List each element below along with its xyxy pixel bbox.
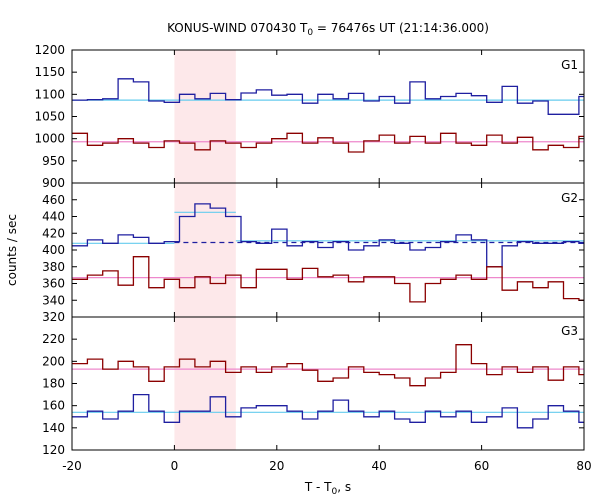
g2-y-tick-label: 380 — [42, 260, 65, 274]
chart-title-subscript: 0 — [307, 28, 313, 38]
g3-y-tick-label: 220 — [42, 332, 65, 346]
g3-y-tick-label: 140 — [42, 421, 65, 435]
highlight-layer — [174, 50, 236, 450]
x-axis-label-rest: , s — [337, 480, 351, 494]
g1-y-tick-label: 1100 — [34, 87, 65, 101]
g1-y-tick-label: 1150 — [34, 65, 65, 79]
x-tick-label: 60 — [474, 459, 489, 473]
x-tick-label: 0 — [171, 459, 179, 473]
g2-low-count-rate-series — [72, 256, 584, 303]
g2-y-tick-label: 440 — [42, 210, 65, 224]
burst-interval-highlight — [174, 50, 236, 450]
chart-title-main: KONUS-WIND 070430 T — [167, 21, 308, 35]
g3-y-tick-label: 180 — [42, 377, 65, 391]
g2-y-tick-label: 340 — [42, 293, 65, 307]
x-axis-label-subscript: 0 — [332, 487, 338, 497]
chart-title-rest: = 76476s UT (21:14:36.000) — [313, 21, 489, 35]
g3-high-count-rate-series — [72, 393, 584, 429]
g2-y-tick-label: 400 — [42, 243, 65, 257]
x-tick-label: 80 — [576, 459, 591, 473]
y-axis-label: counts / sec — [5, 214, 19, 286]
ticks-layer: 9009501000105011001150120032034036038040… — [34, 43, 591, 473]
x-axis-label: T - T0, s — [304, 480, 351, 497]
g2-y-tick-label: 420 — [42, 226, 65, 240]
g3-y-tick-label: 120 — [42, 443, 65, 457]
panel-label-g1: G1 — [561, 58, 578, 72]
g1-panel-frame — [71, 49, 585, 184]
g3-panel-frame — [71, 316, 585, 451]
panel-label-g2: G2 — [561, 191, 578, 205]
x-axis-label-main: T - T — [304, 480, 332, 494]
panel-label-g3: G3 — [561, 324, 578, 338]
g3-y-tick-label: 160 — [42, 399, 65, 413]
g3-low-count-rate-series — [72, 344, 584, 387]
g1-high-count-rate-series — [72, 78, 584, 115]
g1-y-tick-label: 900 — [42, 176, 65, 190]
g1-y-tick-label: 1050 — [34, 110, 65, 124]
g2-y-tick-label: 320 — [42, 310, 65, 324]
g2-panel-frame — [71, 182, 585, 318]
g1-y-tick-label: 1200 — [34, 43, 65, 57]
x-tick-label: 40 — [372, 459, 387, 473]
x-tick-label: -20 — [62, 459, 82, 473]
data-layer — [72, 78, 584, 429]
g1-y-tick-label: 1000 — [34, 132, 65, 146]
g1-low-count-rate-series — [72, 132, 584, 153]
g2-y-tick-label: 360 — [42, 277, 65, 291]
g3-y-tick-label: 200 — [42, 354, 65, 368]
frames-layer — [71, 49, 585, 451]
x-tick-label: 20 — [269, 459, 284, 473]
g2-y-tick-label: 460 — [42, 193, 65, 207]
chart-title: KONUS-WIND 070430 T0 = 76476s UT (21:14:… — [167, 21, 489, 38]
g1-y-tick-label: 950 — [42, 154, 65, 168]
